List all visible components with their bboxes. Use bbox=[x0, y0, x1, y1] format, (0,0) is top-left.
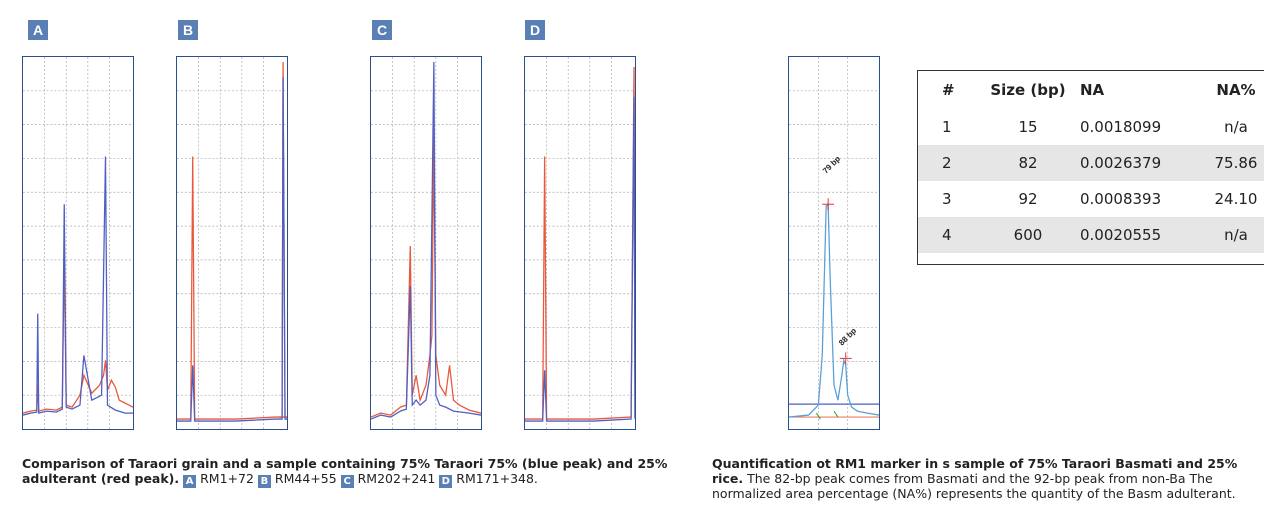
table-row: 2 82 0.0026379 75.86 bbox=[918, 145, 1264, 181]
electropherogram-a bbox=[22, 56, 134, 430]
caption-item-b: RM44+55 bbox=[274, 471, 337, 486]
caption-left-bold: Comparison of Taraori grain and a sample… bbox=[22, 456, 668, 486]
cell-index: 1 bbox=[942, 118, 952, 136]
caption-badge-d: D bbox=[439, 475, 453, 488]
caption-badge-a: A bbox=[183, 475, 197, 488]
cell-na: 0.0018099 bbox=[1080, 118, 1162, 136]
caption-right-bold: Quantification ot RM1 marker in s sample… bbox=[712, 456, 1238, 486]
caption-item-d: RM171+348. bbox=[456, 471, 538, 486]
table-row: 3 92 0.0008393 24.10 bbox=[918, 181, 1264, 217]
caption-item-a: RM1+72 bbox=[200, 471, 254, 486]
panel-label-c: C bbox=[372, 20, 392, 40]
table-header-row: # Size (bp) NA NA% bbox=[918, 71, 1264, 109]
cell-size: 82 bbox=[982, 145, 1074, 181]
electropherogram-c bbox=[370, 56, 482, 430]
cell-na-percent: n/a bbox=[1224, 118, 1248, 136]
header-index: # bbox=[942, 81, 955, 99]
cell-index: 2 bbox=[918, 145, 982, 181]
cell-na-percent: 24.10 bbox=[1214, 190, 1258, 208]
rm1-inset-trace: 79 bp 88 bp bbox=[788, 56, 880, 430]
cell-size: 600 bbox=[982, 217, 1074, 253]
cell-index: 4 bbox=[918, 217, 982, 253]
figure-caption-right: Quantification ot RM1 marker in s sample… bbox=[712, 456, 1264, 526]
cell-na-percent: 75.86 bbox=[1208, 145, 1264, 181]
cell-size: 92 bbox=[1018, 190, 1038, 208]
panel-label-d: D bbox=[525, 20, 545, 40]
cell-na-percent: n/a bbox=[1208, 217, 1264, 253]
cell-size: 15 bbox=[1018, 118, 1038, 136]
header-na: NA bbox=[1080, 81, 1105, 99]
table-row: 4 600 0.0020555 n/a bbox=[918, 217, 1264, 253]
cell-na: 0.0008393 bbox=[1080, 190, 1162, 208]
caption-item-c: RM202+241 bbox=[357, 471, 436, 486]
panel-label-b: B bbox=[178, 20, 198, 40]
electropherogram-b bbox=[176, 56, 288, 430]
header-size: Size (bp) bbox=[990, 81, 1066, 99]
table-row: 1 15 0.0018099 n/a bbox=[918, 109, 1264, 145]
caption-badge-c: C bbox=[340, 475, 354, 488]
electropherogram-d bbox=[524, 56, 636, 430]
cell-na: 0.0026379 bbox=[1074, 145, 1208, 181]
caption-right-text: The 82-bp peak comes from Basmati and th… bbox=[712, 471, 1236, 501]
panel-label-a: A bbox=[28, 20, 48, 40]
caption-badge-b: B bbox=[257, 475, 271, 488]
header-na-percent: NA% bbox=[1216, 81, 1256, 99]
cell-index: 3 bbox=[942, 190, 952, 208]
cell-na: 0.0020555 bbox=[1074, 217, 1208, 253]
results-table: # Size (bp) NA NA% 1 15 0.0018099 n/a 2 … bbox=[917, 70, 1264, 265]
figure-caption-left: Comparison of Taraori grain and a sample… bbox=[22, 456, 682, 488]
